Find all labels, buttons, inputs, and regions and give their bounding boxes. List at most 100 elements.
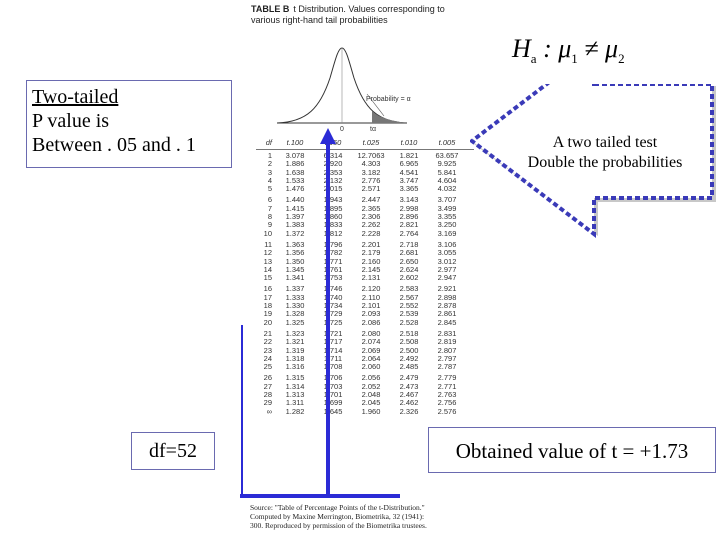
table-cell: 1.341	[285, 273, 305, 283]
table-cell: 2.179	[361, 248, 381, 258]
table-cell: 19	[263, 309, 272, 319]
table-cell: 1.721	[323, 328, 343, 338]
table-cell: 1.714	[323, 345, 343, 355]
table-cell: 1.319	[285, 345, 305, 355]
table-row: 27 1.314 1.703 2.052 2.473 2.771	[256, 381, 474, 391]
table-cell: 1.311	[285, 398, 305, 408]
table-cell: 1.318	[285, 353, 305, 363]
table-cell: 3.499	[437, 203, 457, 213]
curve-t-label: tα	[370, 126, 376, 133]
table-cell: 2.624	[399, 264, 419, 274]
table-cell: 2.500	[399, 345, 419, 355]
table-cell: 12.7063	[357, 151, 385, 160]
table-cell: 2.074	[361, 337, 381, 347]
obtained-value-box: Obtained value of t = +1.73	[428, 427, 716, 473]
table-row: 22 1.321 1.717 2.074 2.508 2.819	[256, 337, 474, 347]
hyp-sub-2: 2	[618, 51, 625, 67]
table-source: Source: "Table of Percentage Points of t…	[250, 503, 480, 530]
hyp-sub-1: 1	[571, 51, 578, 67]
table-cell: 16	[263, 284, 272, 294]
table-row: 11 1.363 1.796 2.201 2.718 3.106	[256, 239, 474, 249]
table-cell: 1.363	[285, 239, 305, 249]
table-cell: 2.462	[399, 398, 419, 408]
table-row: 15 1.341 1.753 2.131 2.602 2.947	[256, 273, 474, 283]
table-cell: 1.753	[323, 273, 343, 283]
hyp-mu2: ≠ μ	[577, 34, 619, 63]
alternative-hypothesis: Ha : μ1 ≠ μ2	[512, 34, 625, 67]
table-row: 19 1.328 1.729 2.093 2.539 2.861	[256, 309, 474, 319]
table-cell: 2.787	[437, 362, 457, 372]
highlight-overlay	[240, 128, 400, 498]
table-cell: 1.943	[323, 195, 343, 205]
table-cell: 1.315	[285, 373, 305, 383]
table-cell: 12	[263, 248, 272, 258]
table-cell: 2.583	[399, 284, 419, 294]
table-cell: 6	[267, 195, 272, 205]
table-cell: 2.756	[437, 398, 457, 408]
table-cell: 2.467	[399, 390, 419, 400]
table-cell: 1.314	[285, 381, 305, 391]
t-distribution-curve: 0 tα Probability = α	[276, 47, 411, 133]
table-cell: 10	[263, 228, 272, 238]
arrow-text: A two tailed test Double the probabiliti…	[500, 133, 710, 173]
table-cell: 1.725	[323, 317, 343, 327]
table-row: 25 1.316 1.708 2.060 2.485 2.787	[256, 362, 474, 372]
table-cell: 2	[267, 159, 272, 169]
table-cell: 20	[263, 317, 272, 327]
table-cell: 1.740	[323, 292, 343, 302]
table-cell: 1.703	[323, 381, 343, 391]
double-probabilities-arrow	[470, 84, 716, 239]
table-cell: 1.895	[323, 203, 343, 213]
table-cell: 2.508	[399, 337, 419, 347]
table-row: 14 1.345 1.761 2.145 2.624 2.977	[256, 264, 474, 274]
table-cell: 1.782	[323, 248, 343, 258]
table-cell: 14	[263, 264, 272, 274]
table-cell: 63.657	[435, 151, 459, 160]
table-cell: 1.645	[323, 406, 343, 416]
table-row: 21 1.323 1.721 2.080 2.518 2.831	[256, 328, 474, 338]
table-cell: 2.819	[437, 337, 457, 347]
table-row: 5 1.476 2.015 2.571 3.365 4.032	[256, 184, 474, 194]
table-cell: ∞	[266, 406, 272, 416]
table-cell: 3.078	[285, 151, 305, 160]
table-cell: 2.821	[399, 220, 419, 230]
table-cell: 1.345	[285, 264, 305, 274]
table-cell: 2.447	[361, 195, 381, 205]
table-cell: 3.707	[437, 195, 457, 205]
table-cell: 23	[263, 345, 272, 355]
arrow-text-line2: Double the probabilities	[527, 154, 683, 171]
table-cell: 2.681	[399, 248, 419, 258]
table-cell: 1.333	[285, 292, 305, 302]
table-cell: 6.965	[399, 159, 419, 169]
table-cell: 9.925	[437, 159, 457, 169]
table-cell: 1.372	[285, 228, 305, 238]
table-cell: 3.143	[399, 195, 419, 205]
table-row: 12 1.356 1.782 2.179 2.681 3.055	[256, 248, 474, 258]
column-arrow-head	[320, 128, 336, 144]
table-cell: 4.032	[437, 184, 457, 194]
table-label: TABLE B	[251, 4, 290, 14]
table-cell: 2.920	[323, 159, 343, 169]
table-cell: 2.365	[361, 203, 381, 213]
table-cell: 21	[263, 328, 272, 338]
df-box: df=52	[131, 432, 215, 470]
table-cell: 2.763	[437, 390, 457, 400]
table-cell: 1.708	[323, 362, 343, 372]
table-title-line1: t Distribution. Values corresponding to	[293, 4, 445, 14]
table-header-cell: t.025	[362, 138, 380, 147]
table-cell: 2.807	[437, 345, 457, 355]
table-cell: 9	[267, 220, 272, 230]
table-cell: 1.706	[323, 373, 343, 383]
note-line2: P value is	[32, 110, 110, 132]
table-cell: 3	[267, 167, 272, 177]
table-row: 26 1.315 1.706 2.056 2.479 2.779	[256, 373, 474, 383]
table-cell: 2.479	[399, 373, 419, 383]
table-title-line2: various right-hand tail probabilities	[251, 15, 388, 25]
table-cell: 2.921	[437, 284, 457, 294]
table-cell: 1.699	[323, 398, 343, 408]
table-cell: 1.350	[285, 256, 305, 266]
hyp-sub-a: a	[530, 51, 537, 67]
table-header-cell: df	[265, 138, 272, 147]
table-cell: 2.998	[399, 203, 419, 213]
